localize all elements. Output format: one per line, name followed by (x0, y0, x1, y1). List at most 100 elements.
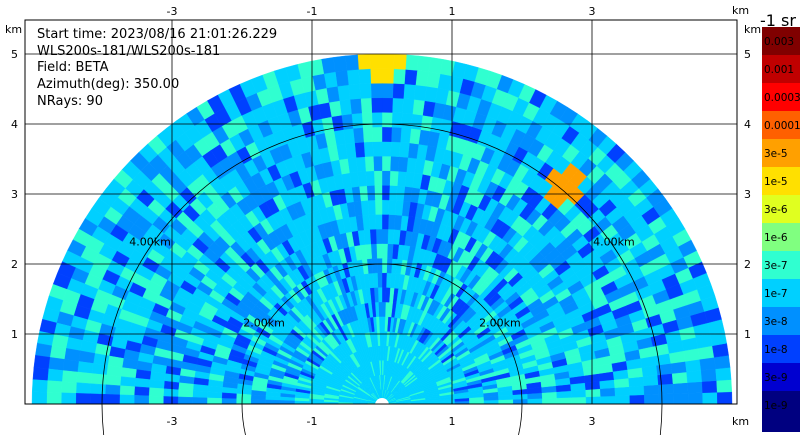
colorbar-swatch (762, 139, 800, 167)
colorbar-label: 0.003 (764, 36, 794, 48)
sweep-cell (700, 368, 717, 382)
sweep-cell (135, 369, 152, 380)
sweep-cell (381, 214, 389, 230)
colorbar-label: 1e-7 (764, 288, 788, 300)
sweep-cell (206, 397, 222, 404)
sweep-cell (375, 228, 383, 244)
sweep-cell (402, 98, 415, 115)
origin-marker (375, 398, 389, 404)
sweep-cell (90, 373, 107, 385)
sweep-cell (333, 55, 348, 73)
sweep-cell (381, 330, 385, 346)
sweep-cell (716, 379, 733, 393)
sweep-cell (406, 157, 417, 174)
sweep-cell (61, 381, 77, 394)
sweep-cell (389, 170, 399, 187)
sweep-cell (377, 272, 383, 288)
sweep-cell (335, 70, 349, 87)
colorbar-label: 3e-5 (764, 148, 788, 160)
sweep-cell (398, 156, 409, 173)
sweep-cell (381, 228, 389, 244)
sweep-cell (148, 395, 164, 404)
sweep-cell (207, 385, 223, 394)
axis-unit-label: km (744, 23, 761, 36)
sweep-cell (265, 395, 281, 401)
colorbar-swatch (762, 391, 800, 432)
sweep-cell (373, 155, 383, 172)
sweep-cell (715, 367, 732, 381)
sweep-cell (49, 345, 67, 360)
sweep-cell (643, 384, 660, 396)
colorbar-label: 3e-8 (764, 316, 788, 328)
field-label: Field: BETA (37, 60, 109, 75)
sweep-cell (415, 70, 429, 87)
sweep-cell (119, 394, 135, 404)
x-tick-label-bottom: 1 (449, 415, 456, 428)
x-tick-label-bottom: -1 (307, 415, 318, 428)
colorbar-label: 0.001 (764, 64, 794, 76)
sweep-cell (657, 373, 674, 385)
sweep-cell (120, 367, 137, 379)
sweep-cell (35, 342, 52, 358)
sweep-cell (409, 128, 421, 145)
colorbar-title: -1 sr (760, 11, 796, 30)
sweep-cell (348, 83, 361, 100)
sweep-cell (397, 170, 407, 187)
sweep-cell (556, 397, 572, 404)
sweep-cell (571, 396, 587, 404)
sweep-cell (358, 68, 372, 85)
sweep-cell (600, 395, 616, 404)
sweep-cell (75, 382, 92, 395)
sweep-cell (294, 400, 310, 404)
sweep-cell (279, 400, 295, 404)
nrays-label: NRays: 90 (37, 94, 103, 109)
sweep-cell (658, 393, 674, 404)
sweep-cell (391, 112, 403, 128)
sweep-cell (393, 53, 407, 70)
sweep-cell (236, 393, 252, 400)
sweep-cell (46, 380, 63, 394)
sweep-cell (371, 97, 383, 113)
sweep-cell (177, 396, 193, 404)
x-tick-label-top: 1 (449, 5, 456, 18)
sweep-cell (349, 98, 362, 115)
colorbar-label: 1e-9 (764, 400, 788, 412)
sweep-cell (376, 257, 383, 273)
sweep-cell (345, 54, 359, 71)
sweep-cell (658, 383, 674, 395)
sweep-cell (163, 380, 180, 391)
sweep-cell (369, 53, 383, 70)
sweep-cell (395, 185, 406, 202)
sweep-cell (372, 141, 383, 157)
sweep-cell (370, 82, 383, 99)
sweep-cell (64, 348, 81, 362)
colorbar-label: 3e-9 (764, 372, 788, 384)
sweep-cell (91, 363, 108, 376)
sweep-cell (381, 126, 392, 142)
x-tick-label-top: -1 (307, 5, 318, 18)
colorbar-label: 3e-6 (764, 204, 788, 216)
sweep-cell (629, 385, 645, 396)
sweep-cell (373, 170, 383, 186)
colorbar-swatch (762, 167, 800, 195)
sweep-cell (400, 127, 412, 144)
sweep-cell (192, 397, 208, 404)
colorbar-swatch (762, 279, 800, 307)
sweep-cell (686, 370, 703, 383)
sweep-cell (365, 170, 375, 187)
x-tick-label-bottom: -3 (167, 415, 178, 428)
sweep-cell (404, 69, 418, 86)
sweep-cell (716, 391, 733, 404)
sweep-cell (389, 155, 400, 172)
sweep-cell (416, 55, 431, 73)
sweep-cell (363, 141, 374, 157)
range-ring-label: 4.00km (593, 235, 635, 248)
sweep-cell (31, 391, 48, 404)
sweep-cell (61, 370, 78, 383)
sweep-cell (178, 382, 194, 392)
sweep-cell (104, 384, 121, 396)
sweep-cell (370, 68, 383, 84)
sweep-cell (498, 399, 514, 404)
sweep-cell (148, 379, 165, 389)
sweep-cell (359, 83, 372, 99)
